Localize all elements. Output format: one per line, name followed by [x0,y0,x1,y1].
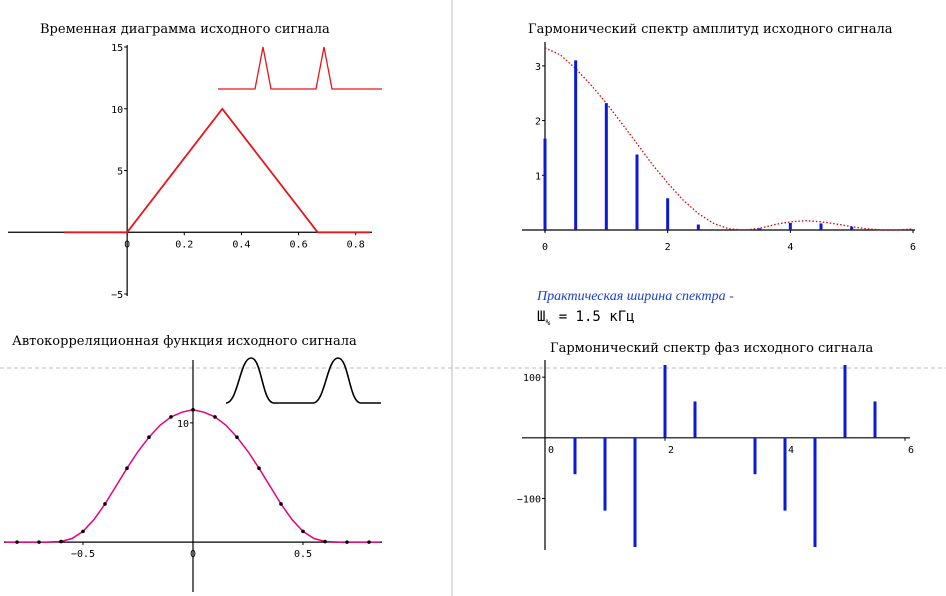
amp-x-tick-label: 2 [665,242,671,253]
amp-y-tick-label: 1 [535,171,541,182]
acf-y-tick-label: 10 [177,419,189,430]
phase-chart-title: Гармонический спектр фаз исходного сигна… [550,341,873,356]
time-x-tick-label: 0.2 [175,239,193,250]
time-chart-title: Временная диаграмма исходного сигнала [40,22,330,37]
amp-chart-title: Гармонический спектр амплитуд исходного … [528,22,893,37]
time-y-tick-label: 5 [117,167,123,178]
acf-point [125,466,129,470]
phase-x-tick-label: 6 [908,445,914,456]
practical-width-formula: Ш% = 1.5 кГц [537,309,635,327]
phase-x-tick-label: 2 [668,445,674,456]
time-y-tick-label: −5 [111,290,123,301]
acf-x-tick-label: 0 [190,549,196,560]
time-x-tick-label: 0.8 [347,239,365,250]
phase-y-tick-label: −100 [517,494,541,505]
amp-y-tick-label: 3 [535,62,541,73]
amplitude-envelope-line [544,47,914,231]
practical-width-symbol: Ш [537,309,546,325]
amp-x-tick-label: 0 [542,242,548,253]
amplitude-spectrum-chart: 0 2 4 6 1 2 3 [522,42,916,253]
practical-width-title: Практическая ширина спектра - [537,289,734,304]
acf-x-tick-label: 0.5 [294,549,312,560]
acf-point [169,415,173,419]
time-x-tick-label: 0.4 [232,239,250,250]
acf-point [103,502,107,506]
autocorrelation-chart: −0.5 0 0.5 10 [4,360,382,592]
phase-y-tick-label: 100 [523,373,541,384]
phase-x-tick-label: 4 [788,445,794,456]
acf-point [301,529,305,534]
acf-point [279,502,283,506]
phase-x-tick-label: 0 [548,445,554,456]
acf-point [235,435,239,439]
practical-width-sub: % [545,317,551,327]
acf-point [345,540,349,544]
acf-x-tick-label: −0.5 [71,549,95,560]
practical-width-value: = 1.5 кГц [550,309,635,325]
time-chart: 0 0.2 0.4 0.6 0.8 −5 5 10 15 [8,43,372,301]
acf-point [213,415,217,419]
pulse-train-inset [218,46,382,90]
acf-point [15,540,19,544]
time-x-tick-label: 0.6 [290,239,308,250]
amp-x-tick-label: 6 [910,242,916,253]
amp-x-tick-label: 4 [787,242,793,253]
time-x-tick-label: 0 [124,239,130,250]
acf-point [147,435,151,439]
time-signal-line [64,107,370,234]
acf-point [37,540,41,544]
time-y-tick-label: 15 [111,43,123,54]
acf-point [257,466,261,470]
acf-point [59,539,63,544]
amp-y-tick-label: 2 [535,117,541,128]
acf-point [191,407,195,412]
acf-chart-title: Автокорреляционная функция исходного сиг… [12,334,357,349]
acf-inset [225,357,381,404]
time-y-tick-label: 10 [111,105,123,116]
acf-point [367,540,371,544]
acf-point [323,539,327,544]
phase-spectrum-chart: 0 2 4 6 100 −100 [517,360,914,550]
acf-point [81,529,85,534]
